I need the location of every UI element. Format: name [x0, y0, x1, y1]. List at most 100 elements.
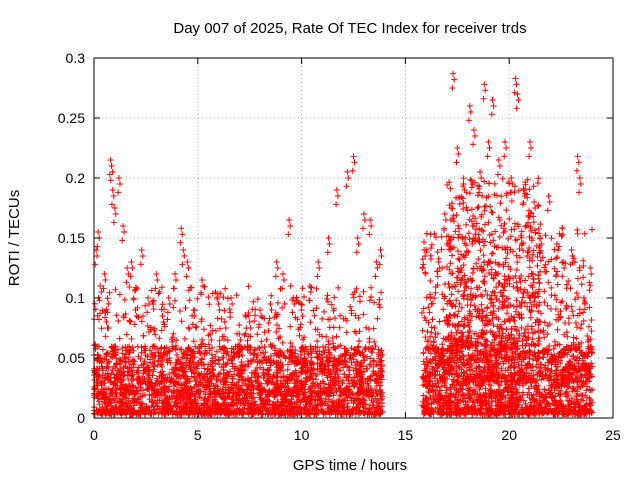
data-point [95, 395, 102, 402]
data-point [367, 355, 374, 362]
data-point [135, 408, 141, 415]
data-point [345, 367, 352, 374]
data-point [265, 327, 272, 334]
data-point [428, 324, 435, 331]
data-point [139, 401, 146, 408]
data-point [275, 370, 281, 377]
data-point [126, 284, 133, 290]
data-point [182, 305, 189, 311]
data-point [124, 371, 131, 378]
data-point [287, 399, 294, 406]
data-point [456, 225, 463, 232]
data-point [563, 281, 570, 288]
data-point [319, 315, 326, 322]
data-point [573, 335, 580, 342]
data-point [307, 343, 314, 350]
data-point [108, 370, 115, 377]
data-point [170, 369, 177, 376]
data-point [550, 345, 557, 352]
data-point [569, 308, 576, 315]
data-point [127, 318, 134, 325]
data-point [298, 398, 305, 404]
data-point [565, 278, 572, 284]
data-point [510, 303, 517, 310]
data-point [336, 324, 343, 331]
data-point [313, 285, 320, 292]
data-point [217, 370, 223, 377]
data-point [261, 329, 268, 336]
data-point [159, 301, 166, 308]
data-point [541, 299, 548, 306]
data-point [296, 332, 303, 339]
data-point [202, 391, 209, 398]
data-point [116, 395, 123, 402]
data-point [177, 346, 184, 353]
data-point [363, 324, 370, 331]
data-point [278, 349, 285, 356]
data-point [559, 259, 566, 266]
data-point [201, 283, 208, 290]
data-point [138, 318, 145, 325]
data-point [377, 304, 383, 311]
data-point [455, 288, 462, 295]
y-axis-label: ROTI / TECUs [6, 190, 23, 286]
data-point [303, 404, 310, 411]
data-point [194, 402, 201, 409]
data-point [245, 283, 252, 290]
data-point [255, 345, 261, 351]
data-point [162, 395, 169, 402]
data-point [554, 326, 561, 333]
data-point [267, 353, 274, 359]
data-point [148, 392, 155, 399]
data-point [360, 352, 367, 359]
data-point [139, 393, 146, 399]
data-point [481, 273, 488, 280]
data-point [368, 293, 375, 300]
data-point [155, 290, 162, 297]
data-point [140, 387, 146, 394]
data-point [464, 302, 471, 309]
data-point [587, 282, 594, 289]
data-point [128, 335, 135, 342]
data-point [181, 335, 188, 342]
data-point [178, 318, 185, 325]
data-point [214, 348, 220, 355]
data-point [345, 374, 352, 381]
data-point [150, 306, 157, 312]
data-point [554, 281, 561, 288]
data-point [541, 319, 548, 326]
data-point [320, 343, 326, 350]
data-point [303, 346, 310, 353]
data-point [267, 362, 274, 369]
data-point [102, 394, 109, 401]
data-point [346, 364, 353, 371]
data-point [212, 393, 219, 400]
data-point [447, 260, 454, 267]
data-point [126, 343, 133, 350]
data-point [578, 281, 585, 288]
data-point [307, 319, 314, 326]
data-point [368, 284, 375, 291]
data-point [258, 338, 265, 345]
data-point [572, 319, 579, 326]
data-point [351, 328, 358, 335]
data-point [142, 392, 148, 398]
data-point [241, 332, 248, 339]
data-point [152, 331, 159, 338]
data-point [269, 376, 276, 382]
data-point [333, 333, 340, 340]
data-point [369, 402, 376, 409]
data-point [282, 397, 289, 404]
data-point [348, 345, 355, 352]
data-point [219, 354, 226, 361]
data-point [224, 337, 231, 344]
data-point [252, 312, 259, 319]
data-point [325, 298, 331, 305]
data-point [308, 354, 315, 361]
data-point [239, 352, 246, 359]
data-point [581, 230, 588, 237]
x-axis-label: GPS time / hours [293, 457, 407, 474]
data-point [126, 317, 133, 324]
data-point [366, 339, 373, 345]
